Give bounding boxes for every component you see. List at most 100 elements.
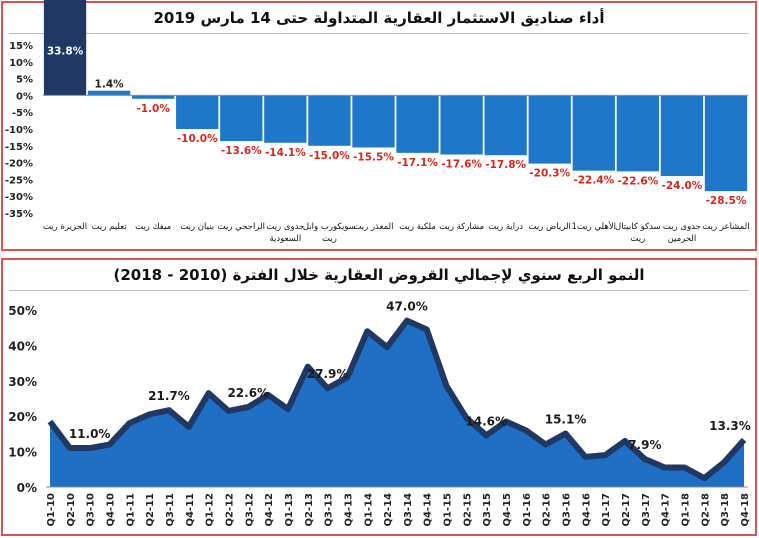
bar-value-label: -28.5% xyxy=(706,195,747,207)
chart-title: أداء صناديق الاستثمار العقارية المتداولة… xyxy=(153,9,605,27)
fund-performance-chart-panel: أداء صناديق الاستثمار العقارية المتداولة… xyxy=(1,0,757,251)
data-label: 7.9% xyxy=(628,438,661,452)
y-tick-label: -25% xyxy=(5,175,33,186)
x-tick-label: Q1-15 xyxy=(443,493,454,527)
bar xyxy=(704,95,748,192)
x-tick-label: Q4-13 xyxy=(343,493,354,527)
y-tick-label: -15% xyxy=(5,142,33,153)
y-tick-label: 20% xyxy=(8,410,37,424)
category-label: ميفك ريت xyxy=(135,222,171,232)
x-tick-label: Q4-11 xyxy=(185,493,196,527)
x-tick-label: Q1-11 xyxy=(125,493,136,527)
x-tick-label: Q4-17 xyxy=(661,493,672,527)
chart-title: النمو الربع سنوي لإجمالي القروض العقارية… xyxy=(113,266,645,284)
x-tick-label: Q1-14 xyxy=(363,493,374,527)
bar-value-label: -17.1% xyxy=(397,157,438,169)
bar-value-label: -15.0% xyxy=(309,150,350,162)
y-tick-label: -10% xyxy=(5,125,33,136)
x-tick-label: Q4-16 xyxy=(581,493,592,527)
data-label: 21.7% xyxy=(148,389,190,403)
x-tick-label: Q2-14 xyxy=(383,493,394,527)
data-label: 15.1% xyxy=(545,413,587,427)
x-tick-label: Q2-18 xyxy=(700,493,711,527)
y-tick-label: 30% xyxy=(8,375,37,389)
area-fill xyxy=(50,320,744,487)
title-divider xyxy=(9,33,749,34)
x-tick-label: Q2-16 xyxy=(542,493,553,527)
x-tick-label: Q2-11 xyxy=(145,493,156,527)
category-label: تعليم ريت xyxy=(92,222,128,232)
bar-value-label: -1.0% xyxy=(136,103,170,115)
bar-value-label: -22.4% xyxy=(573,175,614,187)
data-label: 27.9% xyxy=(307,367,349,381)
bar xyxy=(660,95,704,177)
bar xyxy=(484,95,527,156)
bar xyxy=(396,95,439,153)
bar-value-label: -20.3% xyxy=(529,168,570,180)
bar xyxy=(132,95,175,99)
bar xyxy=(176,95,219,129)
y-tick-label: 5% xyxy=(16,75,33,86)
x-tick-label: Q3-10 xyxy=(86,493,97,527)
fund-performance-bar-chart: 15% 10% 5% 0% -5% -10% -15% -20% -25% -30% -35% 33.… xyxy=(5,0,750,244)
category-label: سدكو كابيتال ريت xyxy=(615,222,661,244)
y-tick-label: -5% xyxy=(12,108,33,119)
x-tick-label: Q3-17 xyxy=(641,493,652,527)
y-tick-label: 15% xyxy=(9,41,33,52)
category-label: المعذر ريت xyxy=(353,222,393,232)
bar-value-label: -10.0% xyxy=(177,133,218,145)
x-tick-label: Q1-17 xyxy=(601,493,612,527)
y-tick-label: -30% xyxy=(5,192,33,203)
bar-value-label: -17.6% xyxy=(441,159,482,171)
x-tick-label: Q2-12 xyxy=(224,493,235,527)
category-label: المشاعر ريت xyxy=(702,222,749,232)
y-tick-label: 50% xyxy=(8,304,37,318)
x-tick-label: Q2-17 xyxy=(621,493,632,527)
data-label: 14.6% xyxy=(465,414,507,428)
x-tick-label: Q1-13 xyxy=(284,493,295,527)
category-label: الجزيرة ريت xyxy=(43,222,87,232)
bar xyxy=(308,95,351,146)
category-label: بنيان ريت xyxy=(180,222,214,232)
bar-value-label: -24.0% xyxy=(662,180,703,192)
x-tick-label: Q2-15 xyxy=(462,493,473,527)
bar xyxy=(43,0,87,96)
x-tick-label: Q3-18 xyxy=(720,493,731,527)
bar-value-label: -14.1% xyxy=(265,147,306,159)
category-label: الراجحي ريت xyxy=(218,222,265,232)
x-tick-label: Q4-10 xyxy=(105,493,116,527)
loan-growth-chart-panel: النمو الربع سنوي لإجمالي القروض العقارية… xyxy=(1,258,757,536)
bar xyxy=(352,95,395,148)
data-label: 22.6% xyxy=(227,386,269,400)
x-tick-label: Q2-10 xyxy=(66,493,77,527)
x-tick-label: Q3-14 xyxy=(403,493,414,527)
category-label: جدوى ريت السعودية xyxy=(266,222,304,244)
x-tick-label: Q4-18 xyxy=(740,493,751,527)
bar xyxy=(528,95,571,164)
loan-growth-area-chart: 50% 40% 30% 20% 10% 0% 11.0% 21.7% 22.6% 27.9% 47.… xyxy=(8,300,751,527)
data-label: 13.3% xyxy=(709,419,751,433)
category-label: سويكورب وابل ريت xyxy=(303,222,356,244)
series-line xyxy=(47,317,747,482)
bar-value-label: 1.4% xyxy=(95,79,125,91)
data-label: 11.0% xyxy=(69,427,111,441)
x-tick-label: Q1-16 xyxy=(522,493,533,527)
bar-value-label: -17.8% xyxy=(485,159,526,171)
title-divider xyxy=(9,290,749,291)
x-tick-label: Q3-15 xyxy=(482,493,493,527)
x-tick-label: Q2-13 xyxy=(304,493,315,527)
y-tick-label: -35% xyxy=(5,209,33,220)
y-tick-label: -20% xyxy=(5,159,33,170)
bar xyxy=(616,95,659,172)
bar xyxy=(264,95,307,143)
x-tick-label: Q4-15 xyxy=(502,493,513,527)
category-label: الرياض ريت xyxy=(529,222,571,232)
x-tick-label: Q1-10 xyxy=(46,493,57,527)
category-label: الأهلي ريت1 xyxy=(572,221,617,232)
bar xyxy=(440,95,483,155)
x-tick-label: Q1-18 xyxy=(681,493,692,527)
x-tick-label: Q3-12 xyxy=(244,493,255,527)
bar-value-label: -13.6% xyxy=(221,145,262,157)
x-tick-label: Q3-13 xyxy=(324,493,335,527)
data-label: 47.0% xyxy=(386,300,428,314)
